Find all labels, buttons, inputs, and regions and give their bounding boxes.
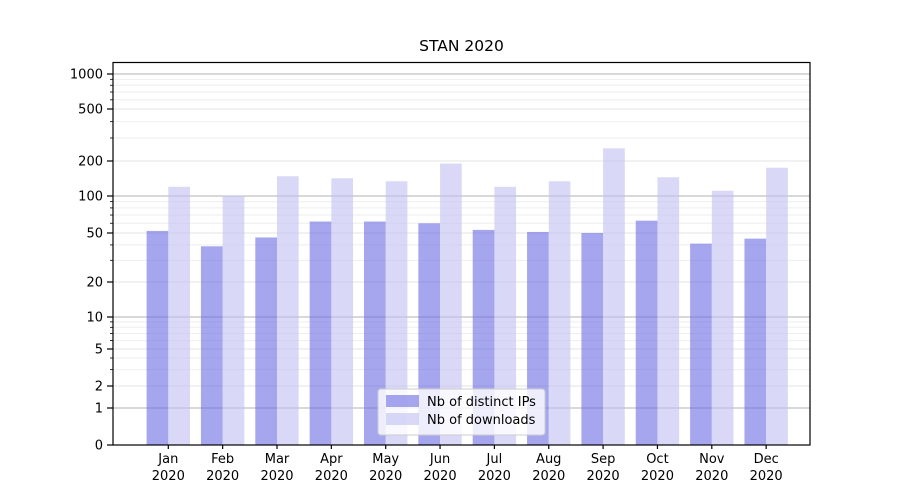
legend-swatch-distinct-ips [386,395,419,407]
x-tick-label-year: 2020 [369,469,402,484]
y-tick-label: 50 [86,227,103,242]
bar-downloads-8 [603,148,625,445]
y-tick-label: 5 [95,343,103,358]
x-tick-label-year: 2020 [478,469,511,484]
bar-distinct-ips-9 [635,220,658,445]
bar-downloads-10 [711,190,734,445]
y-tick-label: 10 [86,311,103,326]
bar-downloads-1 [222,195,245,445]
x-tick-label-month: Jan [157,452,178,467]
y-tick-label: 200 [78,155,103,170]
x-tick-label-year: 2020 [750,469,783,484]
legend-swatch-downloads [386,413,419,425]
bar-downloads-3 [331,178,354,445]
legend-box [377,388,546,436]
x-tick-label-year: 2020 [587,469,620,484]
x-tick-label-month: May [372,452,399,467]
y-tick-label: 100 [78,190,103,205]
x-tick-label-month: Nov [699,452,725,467]
y-tick-label: 1 [95,402,103,417]
x-tick-label-month: Aug [536,452,561,467]
y-tick-label: 20 [86,276,103,291]
x-tick-label-month: Feb [211,452,234,467]
legend-label-downloads: Nb of downloads [427,413,536,428]
bar-distinct-ips-3 [309,221,332,445]
x-tick-label-month: Dec [754,452,779,467]
x-tick-label-year: 2020 [260,469,293,484]
bar-downloads-6 [494,186,517,445]
x-tick-label-month: Mar [265,452,290,467]
x-tick-label-month: Jul [486,452,503,467]
bar-downloads-11 [766,167,788,445]
x-tick-label-year: 2020 [641,469,674,484]
bar-distinct-ips-1 [200,246,223,445]
y-tick-label: 2 [95,380,103,395]
x-tick-label-year: 2020 [695,469,728,484]
y-tick-label: 0 [95,439,103,454]
x-tick-label-year: 2020 [206,469,239,484]
y-tick-label: 500 [78,103,103,118]
x-tick-label-month: Apr [320,452,343,467]
bar-downloads-7 [548,181,571,445]
bar-distinct-ips-0 [146,230,169,445]
bar-downloads-5 [440,163,462,445]
y-tick-label: 1000 [70,68,103,83]
bar-distinct-ips-8 [581,233,604,445]
bar-distinct-ips-10 [690,243,712,445]
chart-title: STAN 2020 [419,37,504,55]
bar-downloads-2 [277,176,299,445]
x-tick-label-year: 2020 [532,469,565,484]
x-tick-label-month: Sep [591,452,616,467]
bar-downloads-4 [385,181,408,445]
bar-downloads-0 [168,186,190,445]
x-tick-label-month: Jun [429,452,450,467]
bar-downloads-9 [657,177,680,445]
x-tick-label-year: 2020 [315,469,348,484]
x-tick-label-month: Oct [646,452,668,467]
legend-label-distinct-ips: Nb of distinct IPs [427,395,536,410]
bar-distinct-ips-2 [255,237,277,445]
x-tick-label-year: 2020 [424,469,457,484]
bar-distinct-ips-11 [744,238,767,445]
plot-border [112,61,811,446]
x-tick-label-year: 2020 [152,469,185,484]
